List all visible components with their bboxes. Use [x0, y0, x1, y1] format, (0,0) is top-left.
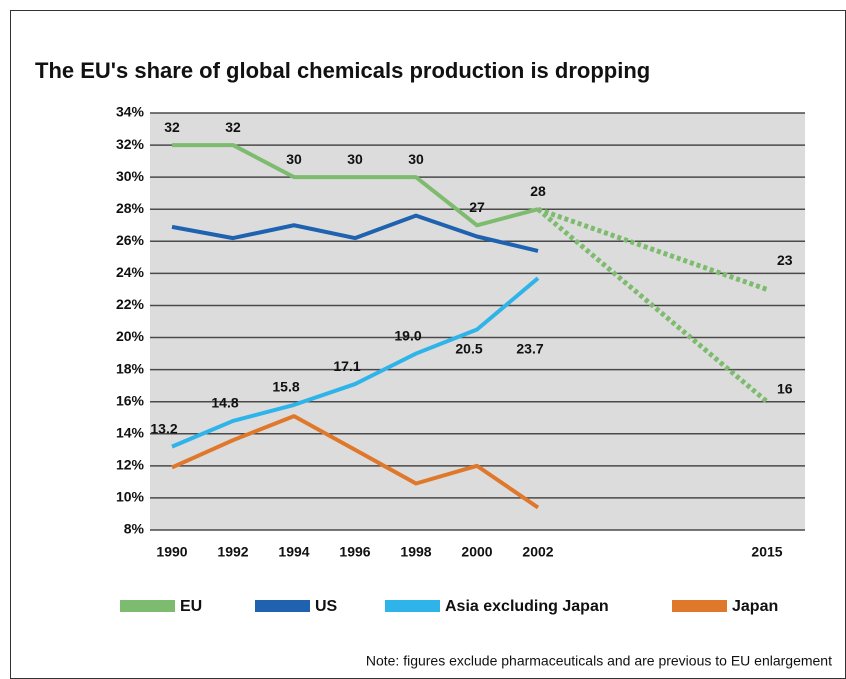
x-tick-label: 1990 — [156, 544, 187, 560]
y-tick-label: 8% — [124, 521, 145, 537]
y-tick-label: 24% — [116, 264, 145, 280]
data-label: 30 — [286, 151, 302, 167]
data-label: 13.2 — [150, 420, 177, 436]
x-tick-label: 1994 — [278, 544, 309, 560]
data-label: 27 — [469, 199, 485, 215]
y-tick-label: 34% — [116, 104, 145, 120]
chart-title: The EU's share of global chemicals produ… — [35, 58, 650, 83]
data-label: 28 — [530, 183, 546, 199]
data-label: 30 — [408, 151, 424, 167]
data-label: 15.8 — [272, 379, 299, 395]
x-tick-label: 2015 — [751, 544, 782, 560]
x-tick-label: 2000 — [461, 544, 492, 560]
y-tick-label: 10% — [116, 489, 145, 505]
data-label: 20.5 — [455, 341, 482, 357]
y-tick-label: 32% — [116, 136, 145, 152]
x-tick-label: 2002 — [522, 544, 553, 560]
y-tick-label: 16% — [116, 392, 145, 408]
y-tick-label: 18% — [116, 360, 145, 376]
legend-swatch — [120, 600, 175, 612]
legend-label: EU — [180, 598, 202, 615]
legend-swatch — [672, 600, 727, 612]
series-line — [171, 276, 540, 449]
legend-label: Asia excluding Japan — [445, 598, 609, 615]
plot-area — [150, 113, 805, 530]
data-label: 14.8 — [211, 395, 238, 411]
series-line — [171, 414, 540, 510]
data-label: 16 — [777, 380, 793, 396]
x-tick-label: 1992 — [217, 544, 248, 560]
y-tick-label: 12% — [116, 457, 145, 473]
y-tick-label: 20% — [116, 328, 145, 344]
data-label: 30 — [347, 151, 363, 167]
legend-swatch — [255, 600, 310, 612]
projection-line — [537, 206, 768, 292]
note: Note: figures exclude pharmaceuticals an… — [366, 653, 832, 669]
x-tick-label: 1998 — [400, 544, 431, 560]
series-line — [171, 213, 539, 253]
y-tick-label: 22% — [116, 296, 145, 312]
legend-label: US — [315, 598, 338, 615]
data-label: 32 — [164, 119, 180, 135]
data-label: 32 — [225, 119, 241, 135]
data-label: 19.0 — [394, 327, 421, 343]
y-tick-label: 30% — [116, 168, 145, 184]
legend-swatch — [385, 600, 440, 612]
y-tick-label: 14% — [116, 424, 145, 440]
data-label: 23.7 — [516, 341, 543, 357]
projection-line — [536, 207, 769, 404]
series-line — [172, 143, 539, 228]
x-tick-label: 1996 — [339, 544, 370, 560]
y-tick-label: 28% — [116, 200, 145, 216]
data-label: 23 — [777, 252, 793, 268]
data-label: 17.1 — [333, 358, 360, 374]
legend-label: Japan — [732, 598, 778, 615]
y-tick-label: 26% — [116, 232, 145, 248]
